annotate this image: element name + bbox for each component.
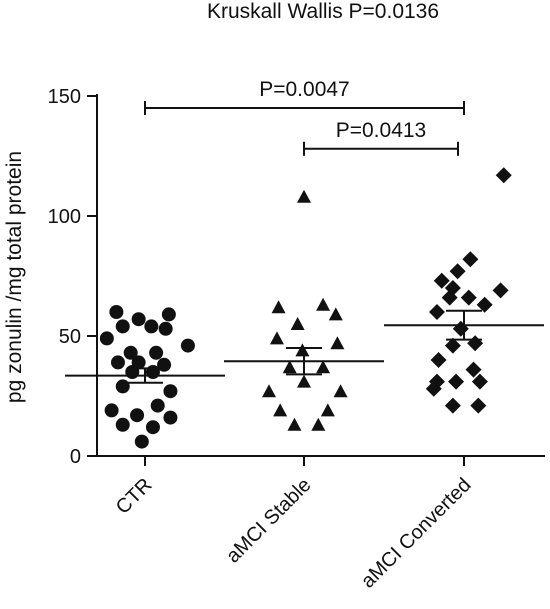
- diamond-marker: [428, 304, 445, 320]
- circle-marker: [163, 384, 178, 399]
- diamond-marker: [470, 397, 487, 414]
- diamond-marker: [452, 320, 469, 337]
- triangle-marker: [297, 189, 311, 203]
- diamond-marker: [495, 167, 512, 184]
- diamond-marker: [433, 272, 450, 289]
- circle-marker: [145, 420, 160, 435]
- circle-marker: [99, 331, 114, 346]
- triangle-marker: [328, 307, 343, 321]
- circle-marker: [149, 345, 164, 360]
- diamond-marker: [462, 251, 479, 268]
- diamond-marker: [465, 361, 482, 378]
- triangle-marker: [333, 384, 348, 398]
- circle-marker: [163, 410, 178, 425]
- diamond-marker: [441, 289, 458, 306]
- x-tick-label: aMCI Stable: [222, 474, 315, 567]
- circle-marker: [131, 312, 146, 327]
- circle-marker: [115, 379, 130, 394]
- x-tick-label: aMCI Converted: [357, 474, 476, 593]
- triangle-marker: [290, 317, 305, 330]
- circle-marker: [115, 417, 130, 432]
- triangle-marker: [297, 374, 311, 388]
- chart-title: Kruskall Wallis P=0.0136: [207, 0, 439, 23]
- circle-marker: [115, 319, 130, 334]
- data-points: [99, 167, 512, 449]
- circle-marker: [123, 345, 138, 360]
- diamond-marker: [448, 373, 465, 390]
- triangle-marker: [287, 417, 302, 431]
- diamond-marker: [449, 263, 466, 280]
- diamond-marker: [492, 282, 509, 299]
- y-tick-label: 50: [59, 326, 81, 348]
- circle-marker: [161, 307, 176, 322]
- diamond-marker: [425, 380, 442, 397]
- triangle-marker: [311, 417, 326, 431]
- circle-marker: [109, 305, 124, 319]
- triangle-marker: [269, 331, 284, 345]
- circle-marker: [180, 338, 195, 353]
- diamond-marker: [460, 289, 477, 306]
- triangle-marker: [330, 336, 345, 350]
- x-tick-label: CTR: [112, 474, 157, 519]
- diamond-marker: [444, 397, 461, 414]
- circle-marker: [110, 355, 125, 370]
- triangle-marker: [320, 403, 335, 417]
- circle-marker: [134, 434, 149, 449]
- p-value-label: P=0.0413: [336, 119, 427, 142]
- triangle-marker: [295, 343, 310, 357]
- circle-marker: [145, 365, 160, 379]
- diamond-marker: [467, 335, 484, 352]
- circle-marker: [125, 365, 140, 379]
- triangle-marker: [316, 360, 331, 374]
- diamond-marker: [430, 352, 447, 368]
- diamond-marker: [471, 373, 488, 390]
- p-value-label: P=0.0047: [259, 78, 350, 101]
- circle-marker: [150, 398, 165, 413]
- triangle-marker: [273, 403, 288, 417]
- y-axis-label: pg zonulin /mg total protein: [3, 151, 26, 403]
- circle-marker: [104, 403, 119, 418]
- triangle-marker: [282, 360, 297, 374]
- y-tick-label: 150: [48, 86, 81, 108]
- diamond-marker: [476, 296, 493, 313]
- mean-sem-bars: [65, 309, 544, 384]
- triangle-marker: [271, 300, 286, 314]
- significance-annotations: P=0.0047 P=0.0413: [144, 78, 465, 156]
- circle-marker: [144, 319, 159, 334]
- y-tick-label: 0: [70, 446, 81, 468]
- diamond-marker: [444, 337, 461, 354]
- triangle-marker: [316, 297, 331, 311]
- triangle-marker: [262, 384, 277, 398]
- y-tick-label: 100: [48, 206, 81, 228]
- circle-marker: [130, 408, 145, 423]
- circle-marker: [158, 321, 173, 336]
